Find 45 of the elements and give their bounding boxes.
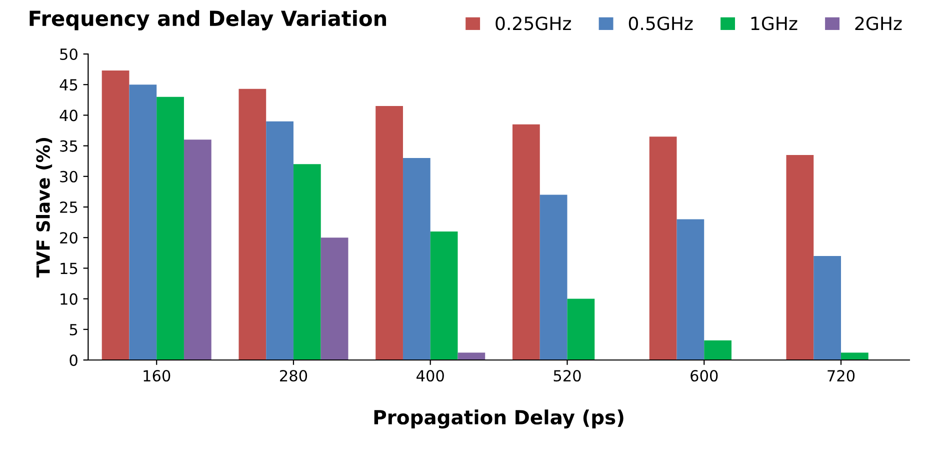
y-tick-label: 15 [60,262,78,274]
legend-label: 0.5GHz [628,16,693,30]
y-tick-label: 0 [70,354,78,366]
bar [293,164,321,360]
bar [704,340,732,360]
y-tick-label: 20 [60,232,78,244]
bar [458,352,486,360]
y-tick-label: 25 [60,201,78,214]
bar [238,88,266,360]
bar [649,136,677,360]
y-axis-title: TVF Slave (%) [36,138,52,278]
y-tick-label: 5 [70,324,78,336]
bar [156,96,184,360]
legend-label: 1GHz [751,16,798,30]
bar [376,106,403,360]
x-tick-label: 400 [416,370,444,382]
y-tick-label: 50 [60,48,78,60]
x-tick-label: 600 [690,370,718,382]
bar [814,256,841,360]
bar [184,140,212,360]
bar [540,194,568,360]
y-tick-label: 30 [60,170,78,182]
x-tick-label: 160 [144,370,170,382]
x-axis-title: Propagation Delay (ps) [374,410,624,428]
x-tick-label: 280 [280,370,308,382]
bar [676,219,704,360]
legend-label: 0.25GHz [496,16,571,30]
bar [512,124,540,360]
bar [102,70,130,360]
x-tick-label: 520 [554,370,581,382]
bar [567,298,595,360]
bar [841,352,868,360]
bar [320,238,348,360]
bar [402,158,430,360]
y-tick-label: 40 [60,110,78,122]
bar [266,121,294,360]
legend-label: 2GHz [855,16,902,30]
y-tick-label: 10 [60,293,78,305]
bar [786,154,814,360]
y-tick-label: 45 [60,79,78,91]
bar [430,231,458,360]
chart-title: Frequency and Delay Variation [30,10,386,30]
x-tick-label: 720 [828,370,855,382]
y-tick-label: 35 [60,140,78,152]
bar [129,84,157,360]
